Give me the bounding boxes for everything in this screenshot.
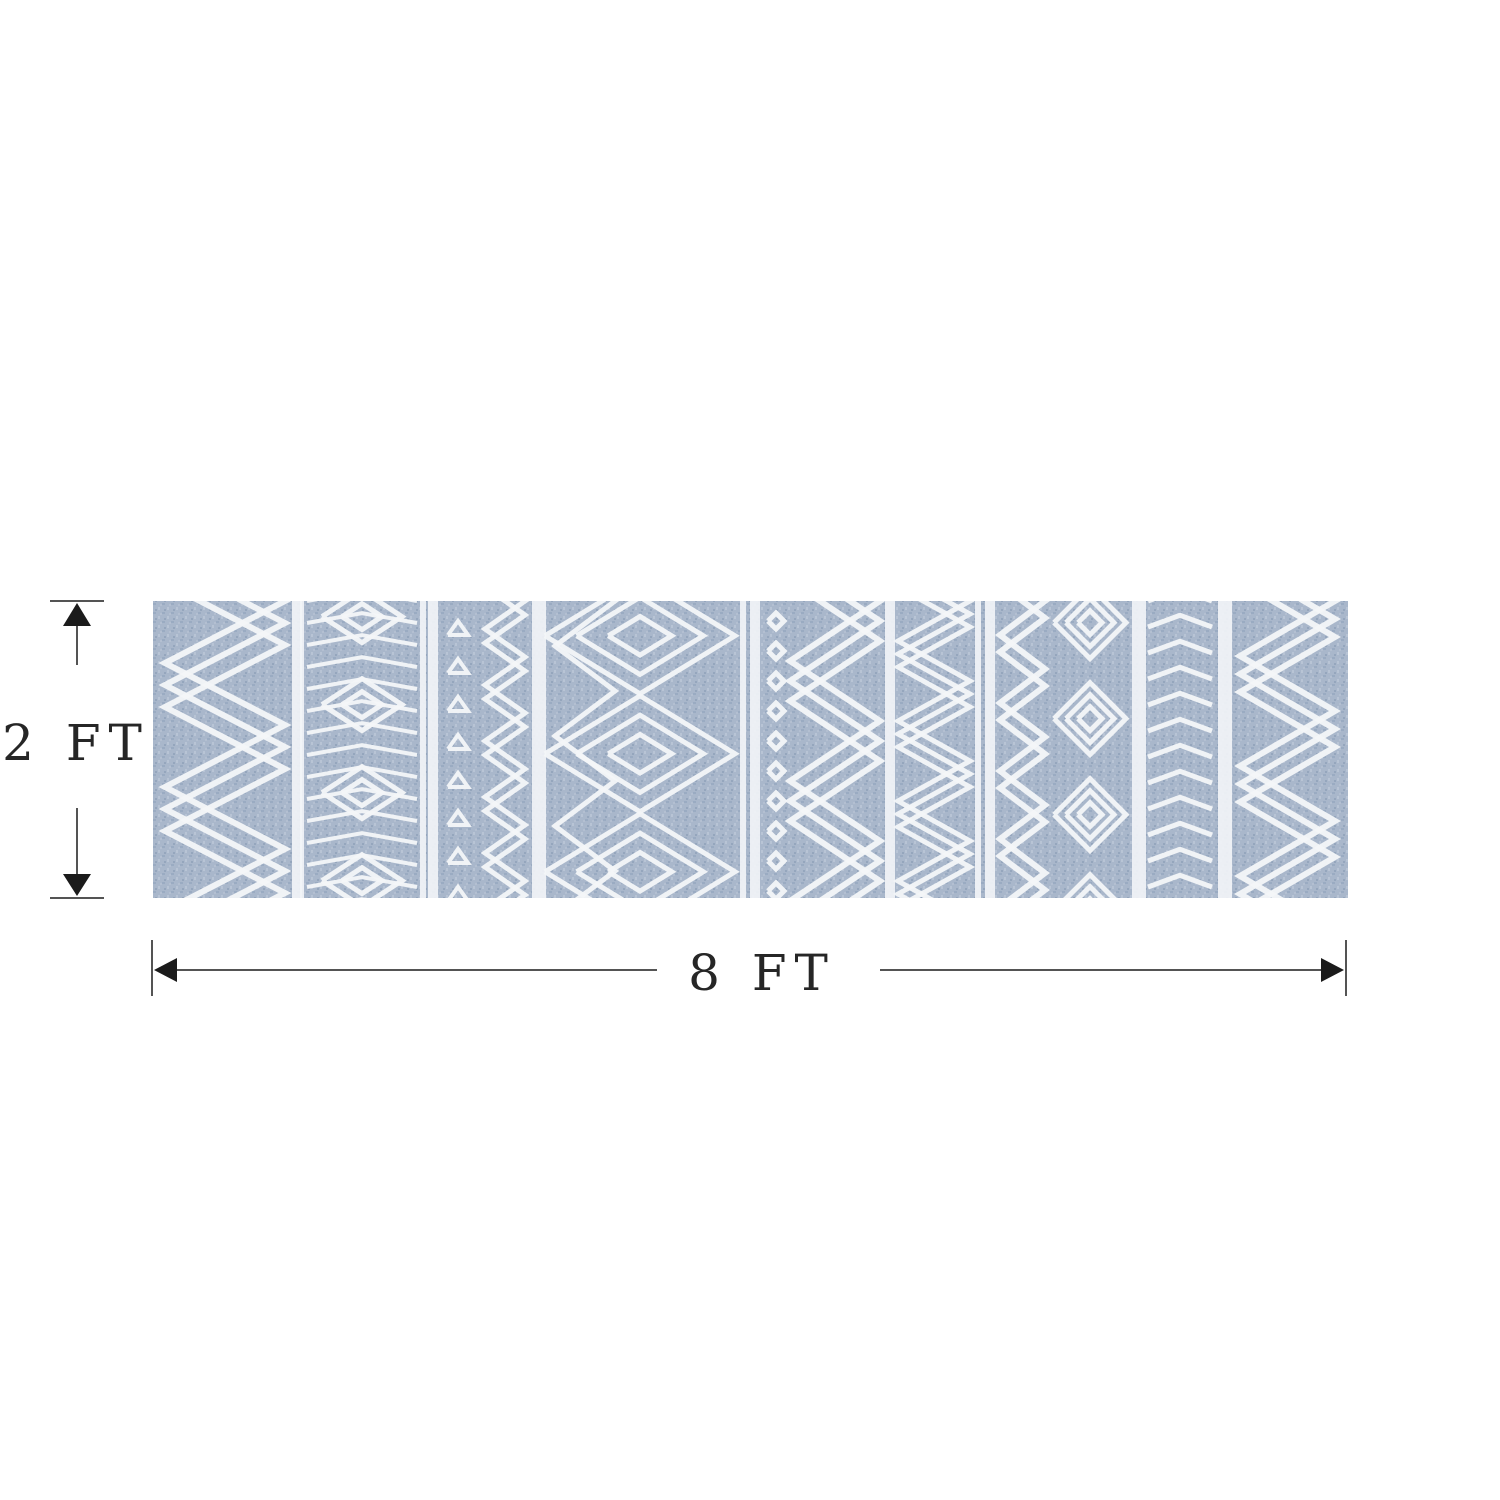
height-dimension: 2 FT	[2, 600, 150, 899]
arrow-left-icon	[154, 958, 177, 982]
height-label: 2 FT	[2, 714, 150, 772]
arrow-up-icon	[63, 603, 91, 626]
rug-image	[153, 601, 1348, 898]
width-label: 8 FT	[688, 944, 836, 1002]
rug-pattern	[158, 601, 1341, 898]
arrow-down-icon	[63, 874, 91, 896]
arrow-right-icon	[1321, 958, 1344, 982]
width-dimension: 8 FT	[151, 940, 1347, 1002]
